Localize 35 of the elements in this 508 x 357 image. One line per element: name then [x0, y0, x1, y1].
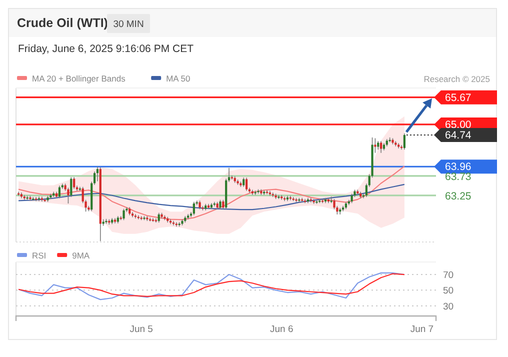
legend-label: RSI	[32, 250, 46, 260]
ref-line-label: 63.25	[445, 190, 472, 202]
ref-line-label: 64.74	[445, 130, 472, 142]
candlestick	[242, 177, 245, 188]
candlestick	[192, 201, 195, 216]
legend-label: MA 50	[166, 74, 190, 84]
legend-label: 9MA	[72, 250, 90, 260]
legend-label: MA 20 + Bollinger Bands	[32, 74, 126, 84]
candlestick	[246, 177, 248, 192]
candlestick	[219, 199, 222, 210]
ref-line-label: 63.96	[445, 161, 472, 174]
y-tick-label: 50	[443, 286, 454, 297]
candlestick	[374, 138, 376, 154]
candlestick	[222, 199, 224, 210]
x-tick-label: Jun 6	[270, 324, 294, 335]
chart-title: Crude Oil (WTI)	[17, 16, 108, 30]
candlestick	[67, 187, 70, 204]
candlestick	[96, 166, 99, 182]
text: 30 MIN	[113, 19, 144, 30]
chart-subtitle: Friday, June 6, 2025 9:16:06 PM CET	[18, 43, 194, 55]
ref-line-label: 63.73	[445, 170, 472, 183]
ref-line-label: 65.00	[445, 119, 472, 132]
candlestick	[403, 132, 406, 150]
candlestick	[122, 208, 125, 221]
y-tick-label: 70	[443, 270, 454, 282]
y-tick-label: 30	[443, 301, 454, 312]
candlestick	[380, 140, 382, 154]
ref-line-label: 65.67	[445, 92, 472, 104]
x-tick-label: Jun 5	[130, 324, 153, 335]
text: Research © 2025	[424, 74, 490, 84]
candlestick	[350, 193, 353, 204]
x-tick-label: Jun 7	[410, 324, 434, 335]
candlestick	[73, 176, 76, 190]
candlestick	[158, 212, 160, 223]
candlestick	[58, 185, 61, 199]
